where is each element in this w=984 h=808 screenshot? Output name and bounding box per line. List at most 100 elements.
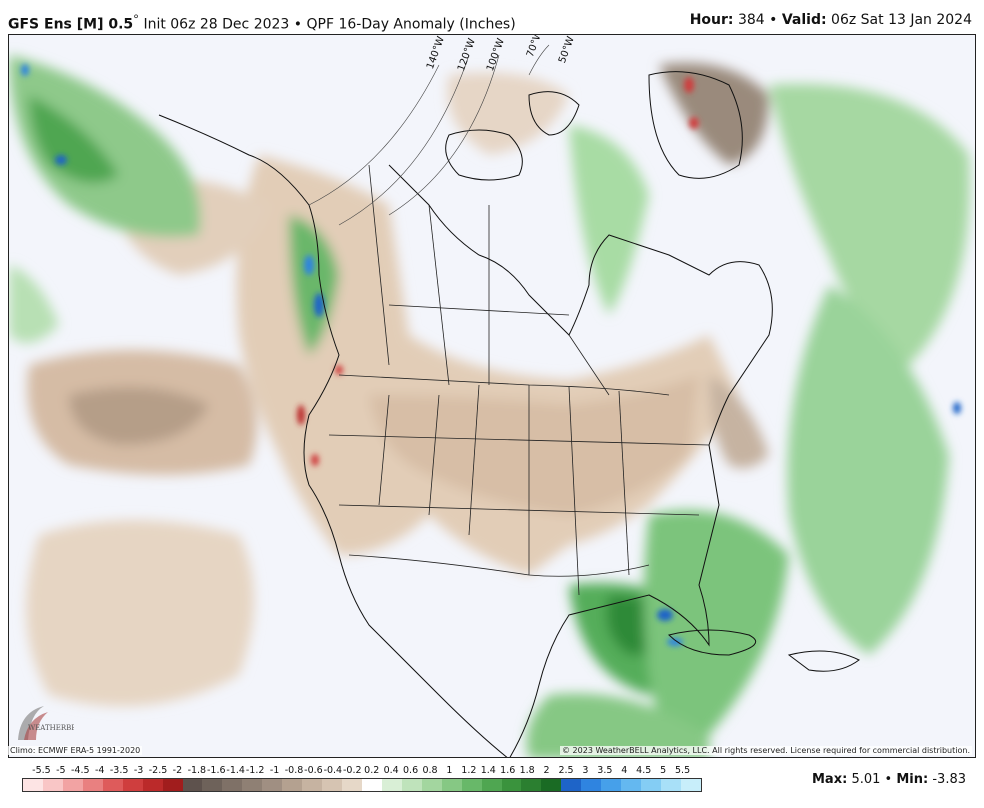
legend-label: -0.8 (284, 765, 304, 776)
degree-symbol: ° (133, 12, 139, 26)
legend-swatch (401, 779, 422, 791)
copyright-note: © 2023 WeatherBELL Analytics, LLC. All r… (560, 746, 972, 755)
legend-label: 0.4 (383, 765, 399, 776)
legend-label: 0.6 (403, 765, 419, 776)
legend-swatch (162, 779, 183, 791)
separator: • (769, 12, 778, 28)
hour-value: 384 (737, 12, 765, 28)
legend-swatch (202, 779, 223, 791)
legend-label: -4 (94, 765, 105, 776)
legend-label: 5.5 (675, 765, 691, 776)
legend-swatch (541, 779, 562, 791)
legend-swatch (641, 779, 661, 791)
legend-swatch (661, 779, 681, 791)
legend-label: 0.8 (422, 765, 438, 776)
legend-label: -1.6 (207, 765, 226, 776)
legend-label: 1 (446, 765, 453, 776)
legend-swatch (142, 779, 163, 791)
legend-swatch (361, 779, 382, 791)
legend-swatch (262, 779, 283, 791)
legend-label: 5 (660, 765, 667, 776)
legend-swatch (521, 779, 542, 791)
legend-swatch (182, 779, 203, 791)
header-bar: GFS Ens [M] 0.5° Init 06z 28 Dec 2023 • … (0, 0, 984, 34)
legend-label: -1.8 (187, 765, 207, 776)
legend-swatch (581, 779, 602, 791)
map-canvas (9, 35, 975, 757)
valid-value: 06z Sat 13 Jan 2024 (831, 12, 972, 28)
legend-swatch (561, 779, 582, 791)
legend-swatch (421, 779, 442, 791)
anomaly-map: 140°W 120°W 100°W 70°W 50°W (8, 34, 976, 758)
hour-label: Hour: (689, 12, 734, 28)
graticule (308, 44, 550, 226)
legend-label: 1.6 (500, 765, 516, 776)
legend-bar (22, 778, 702, 792)
min-value: -3.83 (932, 772, 966, 787)
legend-label: 1.4 (480, 765, 496, 776)
legend-label: 1.2 (461, 765, 477, 776)
legend-label: -1.4 (226, 765, 245, 776)
legend-label: -4.5 (71, 765, 90, 776)
coastlines (158, 71, 860, 757)
color-legend: -5.5 -5 -4.5 -4 -3.5 -3 -2.5 -2 -1.8 -1.6 -1.4 -1.2… (22, 765, 702, 795)
political-borders (328, 164, 710, 596)
legend-label: -2.5 (148, 765, 168, 776)
product-name: QPF 16-Day Anomaly (Inches) (306, 16, 516, 33)
legend-label: 3 (582, 765, 589, 776)
legend-swatch (82, 779, 103, 791)
model-name: GFS Ens [M] 0.5 (8, 16, 134, 33)
legend-swatch (601, 779, 622, 791)
legend-swatch (461, 779, 482, 791)
legend-swatch (282, 779, 303, 791)
valid-time: Hour: 384 • Valid: 06z Sat 13 Jan 2024 (690, 12, 972, 28)
weatherbell-logo: WEATHERBELL (18, 706, 74, 740)
legend-label: -3.5 (109, 765, 129, 776)
legend-label: 2.5 (558, 765, 574, 776)
legend-swatch (381, 779, 402, 791)
legend-label: 4 (621, 765, 628, 776)
legend-swatch (481, 779, 502, 791)
legend-label: 3.5 (597, 765, 613, 776)
legend-label: -2 (172, 765, 183, 776)
legend-label: 4.5 (636, 765, 652, 776)
legend-swatch (242, 779, 263, 791)
legend-label: -0.6 (304, 765, 323, 776)
anomaly-shading (9, 55, 970, 757)
legend-swatch (302, 779, 323, 791)
legend-label: -5 (56, 765, 66, 776)
min-label: Min (896, 772, 924, 787)
max-label: Max (812, 772, 843, 787)
legend-label: -1.2 (245, 765, 265, 776)
anomaly-extremes (21, 64, 961, 646)
max-value: 5.01 (851, 772, 881, 787)
legend-swatch (501, 779, 522, 791)
header-title: GFS Ens [M] 0.5° Init 06z 28 Dec 2023 • … (8, 12, 516, 33)
legend-swatch (42, 779, 63, 791)
legend-swatch (122, 779, 143, 791)
valid-label: Valid: (781, 12, 827, 28)
legend-labels: -5.5 -5 -4.5 -4 -3.5 -3 -2.5 -2 -1.8 -1.6 -1.4 -1.2… (22, 765, 702, 777)
legend-label: -0.2 (343, 765, 362, 776)
separator: • (884, 772, 893, 787)
legend-label: 1.8 (519, 765, 535, 776)
legend-swatch (342, 779, 362, 791)
legend-label: -3 (133, 765, 144, 776)
logo-text: WEATHERBELL (28, 724, 74, 732)
legend-label: 0.2 (364, 765, 380, 776)
legend-swatch (621, 779, 642, 791)
separator: • (293, 16, 303, 33)
legend-swatch (62, 779, 83, 791)
legend-swatch (102, 779, 123, 791)
legend-swatch (441, 779, 462, 791)
init-time: Init 06z 28 Dec 2023 (143, 16, 290, 33)
legend-swatch (222, 779, 243, 791)
legend-label: 2 (543, 765, 550, 776)
climo-note: Climo: ECMWF ERA-5 1991-2020 (8, 746, 143, 755)
legend-label: -1 (269, 765, 280, 776)
legend-swatch (322, 779, 342, 791)
legend-label: -0.4 (323, 765, 343, 776)
legend-swatch (680, 779, 701, 791)
legend-swatch (23, 779, 43, 791)
max-min-stats: Max: 5.01 • Min: -3.83 (812, 772, 966, 787)
